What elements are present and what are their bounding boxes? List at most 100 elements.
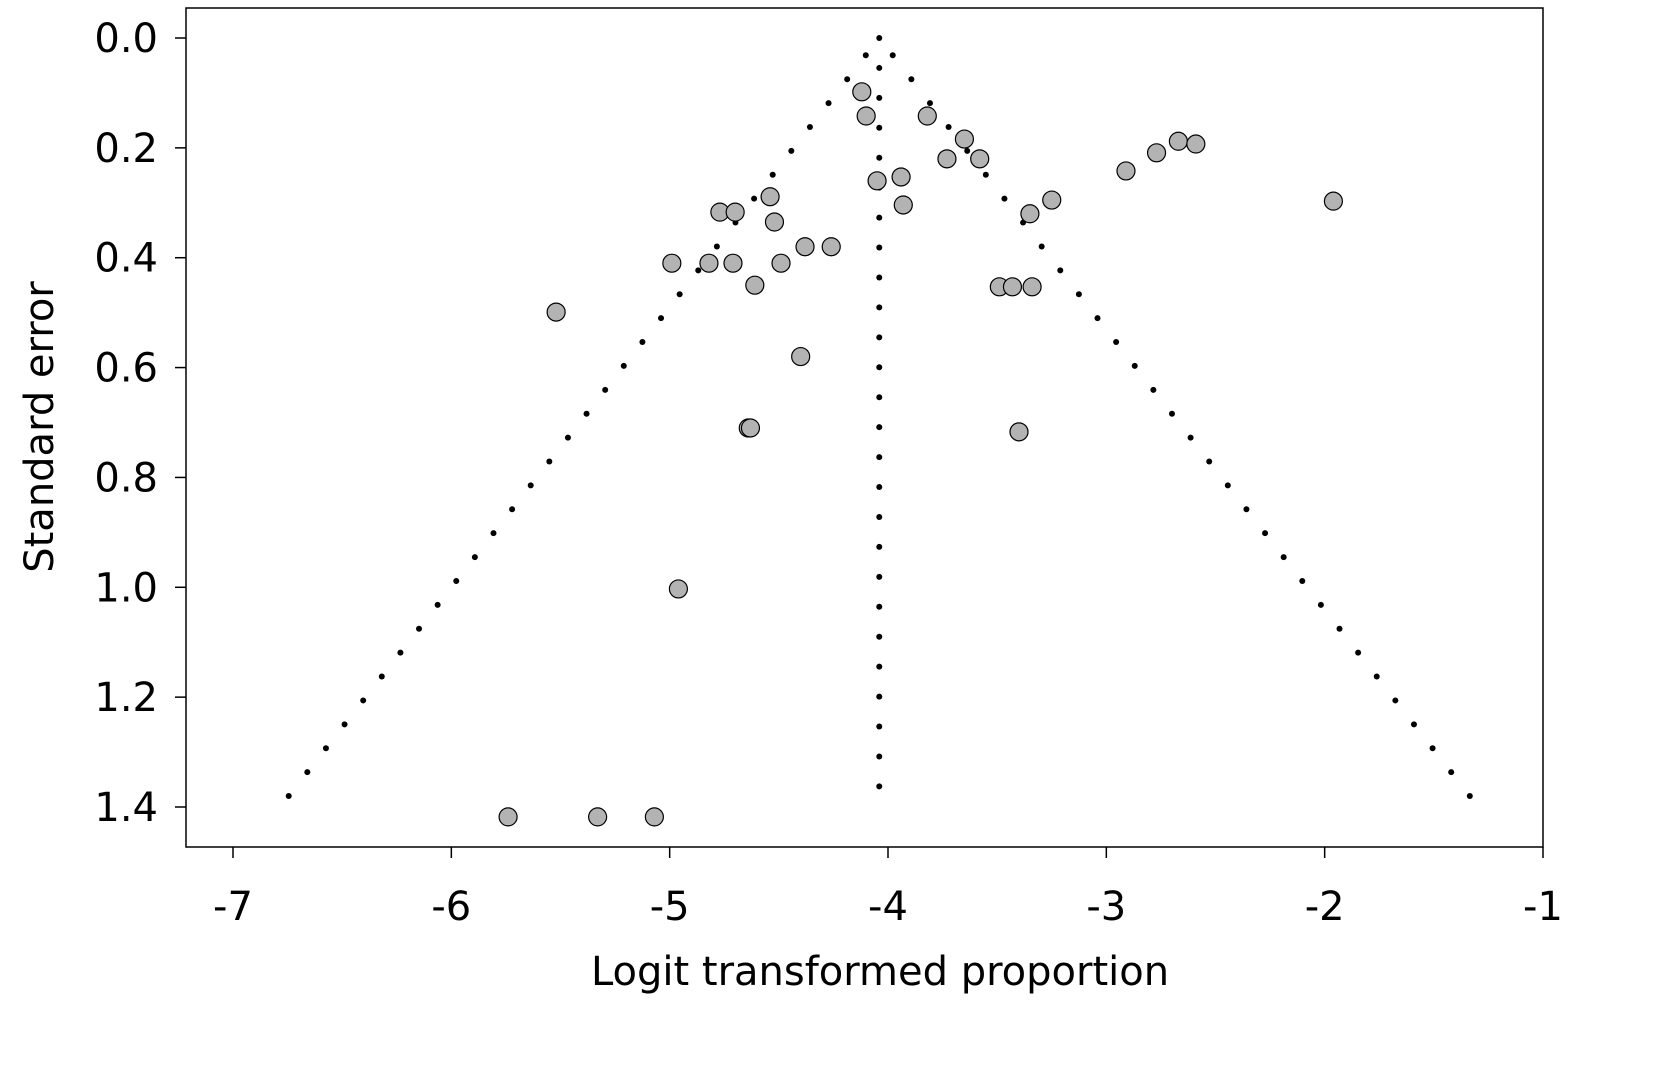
y-tick-label: 0.4 bbox=[94, 236, 158, 282]
data-point bbox=[867, 171, 887, 191]
funnel-left-dot bbox=[397, 649, 404, 656]
funnel-lines bbox=[285, 35, 1473, 800]
funnel-right-dot bbox=[1429, 745, 1436, 752]
funnel-right-dot bbox=[1317, 601, 1324, 608]
funnel-left-dot bbox=[360, 697, 367, 704]
funnel-left-dot bbox=[453, 577, 460, 584]
funnel-center-dot bbox=[876, 154, 883, 161]
funnel-right-dot bbox=[1280, 554, 1287, 561]
funnel-right-dot bbox=[1131, 362, 1138, 369]
funnel-left-dot bbox=[378, 673, 385, 680]
funnel-center-dot bbox=[876, 484, 883, 491]
funnel-center-dot bbox=[876, 244, 883, 251]
data-point bbox=[1020, 204, 1040, 224]
data-point bbox=[546, 302, 566, 322]
funnel-left-dot bbox=[639, 339, 646, 346]
funnel-right-dot bbox=[1410, 721, 1417, 728]
y-axis-label: Standard error bbox=[17, 281, 63, 573]
funnel-center-dot bbox=[876, 543, 883, 550]
funnel-center-dot bbox=[876, 633, 883, 640]
funnel-right-dot bbox=[1057, 267, 1064, 274]
funnel-right-dot bbox=[1038, 243, 1045, 250]
funnel-left-dot bbox=[788, 147, 795, 154]
funnel-center-dot bbox=[876, 304, 883, 311]
funnel-right-dot bbox=[1168, 410, 1175, 417]
x-tick-label: -6 bbox=[431, 884, 471, 930]
data-point bbox=[893, 195, 913, 215]
x-tick-label: -1 bbox=[1523, 884, 1563, 930]
funnel-center-dot bbox=[876, 573, 883, 580]
funnel-left-dot bbox=[862, 52, 869, 59]
funnel-right-dot bbox=[1150, 386, 1157, 393]
funnel-left-dot bbox=[602, 386, 609, 393]
funnel-center-dot bbox=[876, 94, 883, 101]
funnel-right-dot bbox=[1094, 315, 1101, 322]
funnel-right-dot bbox=[1224, 482, 1231, 489]
funnel-left-dot bbox=[825, 100, 832, 107]
data-point bbox=[1168, 131, 1188, 151]
funnel-right-dot bbox=[982, 171, 989, 178]
data-point bbox=[588, 807, 608, 827]
data-point bbox=[917, 106, 937, 126]
funnel-left-dot bbox=[509, 506, 516, 513]
funnel-right-dot bbox=[1075, 291, 1082, 298]
funnel-left-dot bbox=[583, 410, 590, 417]
y-tick-label: 0.8 bbox=[94, 455, 158, 501]
y-tick-label: 1.2 bbox=[94, 675, 158, 721]
funnel-left-dot bbox=[285, 793, 292, 800]
funnel-center-dot bbox=[876, 124, 883, 131]
data-point bbox=[740, 418, 761, 438]
funnel-center-dot bbox=[876, 753, 883, 760]
funnel-left-dot bbox=[658, 315, 665, 322]
data-point bbox=[760, 187, 780, 207]
funnel-right-dot bbox=[1392, 697, 1399, 704]
data-point bbox=[1022, 277, 1042, 297]
funnel-center-dot bbox=[876, 334, 883, 341]
funnel-left-dot bbox=[304, 769, 311, 776]
data-point bbox=[1116, 161, 1136, 181]
funnel-left-dot bbox=[490, 530, 497, 537]
funnel-left-dot bbox=[416, 625, 423, 632]
data-point bbox=[1146, 143, 1167, 163]
funnel-right-dot bbox=[1243, 506, 1250, 513]
funnel-left-dot bbox=[341, 721, 348, 728]
x-axis-label: Logit transformed proportion bbox=[591, 949, 1169, 995]
funnel-right-dot bbox=[964, 147, 971, 154]
funnel-left-dot bbox=[620, 362, 627, 369]
data-point bbox=[1042, 190, 1062, 210]
funnel-center-dot bbox=[876, 64, 883, 71]
data-point bbox=[1002, 277, 1023, 297]
data-point bbox=[1186, 134, 1206, 154]
funnel-right-dot bbox=[1355, 649, 1362, 656]
funnel-left-dot bbox=[769, 171, 776, 178]
funnel-center-dot bbox=[876, 424, 883, 431]
funnel-center-dot bbox=[876, 693, 883, 700]
funnel-right-dot bbox=[1187, 434, 1194, 441]
funnel-left-dot bbox=[546, 458, 553, 465]
data-point bbox=[668, 579, 689, 599]
data-point bbox=[795, 237, 815, 257]
x-tick-label: -4 bbox=[868, 884, 908, 930]
data-point bbox=[764, 212, 785, 232]
funnel-left-dot bbox=[676, 291, 683, 298]
funnel-left-dot bbox=[564, 434, 571, 441]
data-point bbox=[723, 253, 743, 273]
x-tick-label: -7 bbox=[213, 884, 253, 930]
y-tick-label: 0.2 bbox=[94, 126, 158, 172]
funnel-left-dot bbox=[844, 76, 851, 83]
data-point bbox=[791, 346, 811, 367]
data-point bbox=[699, 253, 719, 273]
funnel-left-dot bbox=[322, 745, 329, 752]
funnel-center-dot bbox=[876, 364, 883, 371]
y-tick-label: 1.0 bbox=[94, 565, 158, 611]
x-axis: -7 -6 -5 -4 -3 -2 -1 bbox=[213, 847, 1563, 930]
y-tick-label: 0.6 bbox=[94, 346, 158, 392]
funnel-right-dot bbox=[1448, 769, 1455, 776]
data-point bbox=[954, 129, 975, 149]
funnel-right-dot bbox=[1001, 195, 1008, 202]
funnel-center-dot bbox=[876, 214, 883, 221]
x-tick-label: -3 bbox=[1086, 884, 1126, 930]
funnel-right-dot bbox=[926, 100, 933, 107]
funnel-right-dot bbox=[1206, 458, 1213, 465]
